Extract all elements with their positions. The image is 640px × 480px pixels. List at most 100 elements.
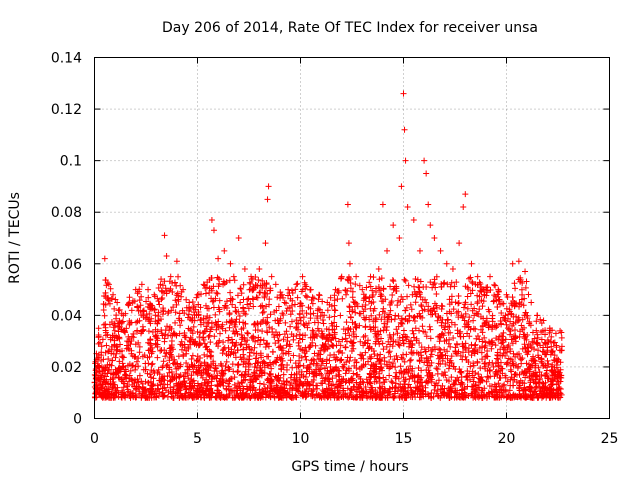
data-point [442, 361, 449, 368]
data-point [402, 315, 409, 322]
data-point [356, 389, 363, 396]
data-point [499, 337, 506, 344]
data-point [278, 291, 285, 298]
data-point [339, 385, 346, 392]
data-point [495, 369, 502, 376]
data-point [181, 373, 188, 380]
data-point [509, 360, 516, 367]
data-point [125, 302, 132, 309]
data-point [438, 283, 445, 290]
data-point [431, 308, 438, 315]
data-point [274, 332, 281, 339]
data-point [273, 307, 280, 314]
data-point [119, 353, 126, 360]
data-point [212, 311, 219, 318]
data-point [428, 378, 435, 385]
data-point [367, 355, 374, 362]
data-point [376, 311, 383, 318]
data-point [518, 286, 525, 293]
data-point [182, 386, 189, 393]
data-point [479, 356, 486, 363]
data-point [311, 350, 318, 357]
data-point [309, 339, 316, 346]
data-point [189, 317, 196, 324]
data-point [315, 356, 322, 363]
data-point [213, 289, 220, 296]
data-point [144, 394, 151, 401]
data-point [558, 343, 565, 350]
data-point [99, 336, 106, 343]
data-point [374, 328, 381, 335]
data-point [200, 369, 207, 376]
data-point [423, 333, 430, 340]
data-point [487, 367, 494, 374]
data-point [129, 381, 136, 388]
data-point [143, 311, 150, 318]
data-point [448, 374, 455, 381]
data-point [291, 301, 298, 308]
data-point [331, 297, 338, 304]
data-point [229, 361, 236, 368]
data-point [452, 344, 459, 351]
data-point [478, 387, 485, 394]
data-point [289, 387, 296, 394]
data-point [267, 371, 274, 378]
data-point [134, 304, 141, 311]
data-point [217, 330, 224, 337]
data-point [247, 387, 254, 394]
data-point [286, 290, 293, 297]
data-point [404, 389, 411, 396]
data-point [274, 389, 281, 396]
data-point [541, 339, 548, 346]
data-point [102, 365, 109, 372]
data-point [187, 341, 194, 348]
data-point [138, 281, 145, 288]
data-point [380, 379, 387, 386]
data-point [427, 326, 434, 333]
data-point [423, 379, 430, 386]
data-point [543, 351, 550, 358]
data-point [416, 390, 423, 397]
data-point [489, 323, 496, 330]
data-point [100, 379, 107, 386]
data-point [511, 393, 518, 400]
data-point [369, 293, 376, 300]
data-point [418, 367, 425, 374]
data-point [177, 361, 184, 368]
data-point [328, 391, 335, 398]
data-point [437, 334, 444, 341]
data-point [300, 314, 307, 321]
data-point [347, 389, 354, 396]
data-point [397, 363, 404, 370]
data-point [285, 350, 292, 357]
data-point [303, 310, 310, 317]
data-point [425, 393, 432, 400]
data-point [120, 384, 127, 391]
data-point [406, 375, 413, 382]
data-point [177, 390, 184, 397]
data-point [435, 355, 442, 362]
data-point [106, 361, 113, 368]
data-point [534, 373, 541, 380]
data-point [174, 290, 181, 297]
data-point [96, 368, 103, 375]
data-point [348, 348, 355, 355]
data-point [471, 392, 478, 399]
data-point [289, 364, 296, 371]
data-point [331, 292, 338, 299]
data-point [98, 343, 105, 350]
data-point [198, 291, 205, 298]
data-point [232, 323, 239, 330]
data-point [167, 388, 174, 395]
data-point [162, 285, 169, 292]
data-point [409, 374, 416, 381]
data-point [507, 348, 514, 355]
data-point [389, 343, 396, 350]
data-point [127, 341, 134, 348]
data-point [135, 363, 142, 370]
data-point [329, 322, 336, 329]
data-point [522, 394, 529, 401]
data-point [470, 317, 477, 324]
x-axis-label: GPS time / hours [291, 459, 408, 475]
data-point [457, 381, 464, 388]
